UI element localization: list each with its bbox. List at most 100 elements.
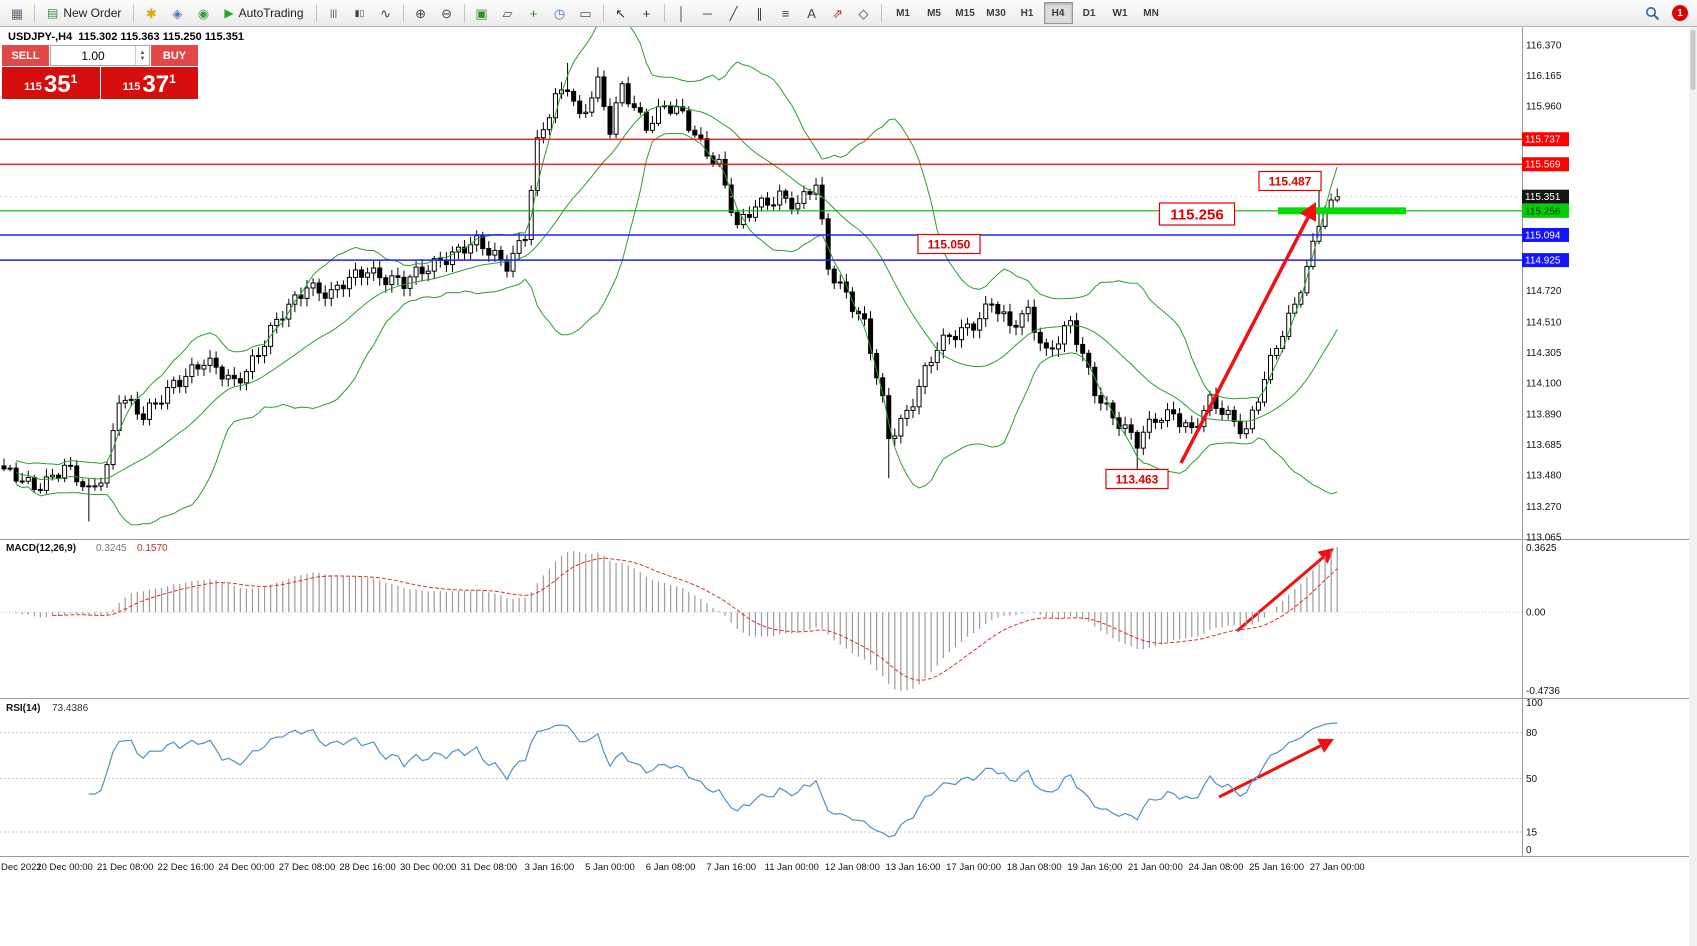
bar-chart-icon[interactable]: |||: [322, 2, 346, 24]
svg-text:17 Jan 00:00: 17 Jan 00:00: [946, 862, 1001, 873]
price-tag: [1522, 132, 1569, 147]
vertical-line-icon[interactable]: │: [670, 2, 694, 24]
timeframe-m30[interactable]: M30: [986, 7, 1006, 19]
svg-text:115.256: 115.256: [1525, 206, 1561, 217]
timeframe-m1[interactable]: M1: [896, 7, 910, 19]
new-chart-icon[interactable]: +: [522, 2, 546, 24]
scrollbar-thumb[interactable]: [1690, 30, 1696, 90]
volume-down-icon[interactable]: ▼: [139, 55, 146, 62]
zoom-out-icon[interactable]: ⊖: [435, 2, 459, 24]
svg-text:19 Jan 16:00: 19 Jan 16:00: [1067, 862, 1122, 873]
arrow-tool-icon[interactable]: ⇗: [826, 2, 850, 24]
line-chart-icon[interactable]: ∿: [374, 2, 398, 24]
timeframe-mn[interactable]: MN: [1143, 7, 1159, 19]
symbol-period-label: USDJPY-,H4: [8, 31, 73, 43]
trend-arrows: [1179, 202, 1334, 799]
rsi-panel: RSI(14) 73.4386 100 80 50 15 0: [0, 698, 1543, 856]
sell-button[interactable]: SELL: [2, 45, 49, 66]
chart-period-icon: ◷: [553, 5, 566, 21]
new-order-button[interactable]: ▤ New Order: [40, 2, 128, 24]
svg-text:113.480: 113.480: [1526, 471, 1562, 482]
text-tool-icon[interactable]: A: [800, 2, 824, 24]
zoom-in-icon[interactable]: ⊕: [409, 2, 433, 24]
price-axis[interactable]: 116.370 116.165 115.960 114.720 114.510 114.3…: [1522, 41, 1569, 544]
timeframe-m5[interactable]: M5: [927, 7, 941, 19]
volume-input[interactable]: 1.00 ▲ ▼: [50, 45, 150, 66]
autotrading-icon: ▶: [224, 6, 234, 20]
macd-panel: MACD(12,26,9) 0.3245 0.1570 0.3625 0.00 -0.47…: [0, 543, 1560, 697]
chart-period-icon[interactable]: ◷: [548, 2, 572, 24]
arrow-tool-icon: ⇗: [832, 5, 843, 21]
support-zone-segment: [1278, 207, 1406, 215]
search-icon[interactable]: [1640, 2, 1664, 24]
timeframe-h1[interactable]: H1: [1020, 7, 1034, 19]
cascade-windows-icon[interactable]: ▱: [496, 2, 520, 24]
sell-price-display[interactable]: 115 35 1: [2, 67, 100, 99]
svg-text:11 Jan 00:00: 11 Jan 00:00: [765, 862, 819, 873]
horizontal-line-icon[interactable]: ─: [696, 2, 720, 24]
autotrading-button[interactable]: ▶ AutoTrading: [217, 2, 310, 24]
fibonacci-icon[interactable]: ≡: [774, 2, 798, 24]
svg-text:6 Jan 08:00: 6 Jan 08:00: [646, 862, 696, 873]
shapes-tool-icon[interactable]: ◇: [852, 2, 876, 24]
svg-text:0: 0: [1526, 845, 1532, 856]
volume-value: 1.00: [81, 48, 105, 63]
vertical-scrollbar[interactable]: [1689, 27, 1697, 946]
crosshair-icon[interactable]: +: [635, 2, 659, 24]
metaeditor-icon[interactable]: ◈: [165, 2, 189, 24]
svg-text:15: 15: [1526, 828, 1538, 839]
charts-window-icon[interactable]: ▦: [5, 2, 29, 24]
scripts-icon[interactable]: ◉: [191, 2, 215, 24]
hand-pointer-icon: ✱: [145, 5, 157, 21]
svg-text:7 Jan 16:00: 7 Jan 16:00: [706, 862, 756, 873]
new-chart-icon: +: [529, 5, 538, 21]
price-tag: [1522, 227, 1569, 242]
hand-pointer-icon[interactable]: ✱: [139, 2, 163, 24]
shapes-tool-icon: ◇: [858, 5, 869, 21]
toolbar-separator: [602, 4, 604, 22]
panel-separators: [0, 27, 1697, 857]
svg-text:13 Jan 16:00: 13 Jan 16:00: [886, 862, 941, 873]
candlestick-chart-icon: ▮▯: [354, 7, 365, 18]
svg-text:21 Jan 00:00: 21 Jan 00:00: [1128, 862, 1183, 873]
svg-text:80: 80: [1526, 728, 1538, 739]
svg-text:18 Jan 08:00: 18 Jan 08:00: [1007, 862, 1062, 873]
svg-text:21 Dec 08:00: 21 Dec 08:00: [97, 862, 154, 873]
toolbar-separator: [402, 4, 404, 22]
svg-text:5 Jan 00:00: 5 Jan 00:00: [585, 862, 635, 873]
fibonacci-icon: ≡: [781, 5, 790, 21]
timeframe-h4[interactable]: H4: [1043, 2, 1073, 24]
cursor-icon[interactable]: ↖: [609, 2, 633, 24]
buy-button[interactable]: BUY: [151, 45, 198, 66]
horizontal-lines: [0, 138, 1522, 261]
tile-windows-icon[interactable]: ▣: [470, 2, 494, 24]
svg-text:113.685: 113.685: [1526, 440, 1562, 451]
volume-up-icon[interactable]: ▲: [139, 49, 146, 56]
timeframe-m15[interactable]: M15: [955, 7, 975, 19]
zoom-in-icon: ⊕: [415, 5, 426, 21]
trendline-icon[interactable]: ╱: [722, 2, 746, 24]
svg-text:115.487: 115.487: [1269, 174, 1312, 188]
timeframe-d1[interactable]: D1: [1082, 7, 1096, 19]
scripts-icon: ◉: [197, 5, 210, 21]
toolbar-left-group: ▦ ▤ New Order ✱ ◈ ◉ ▶ AutoTrading ||| ▮▯ ∿ ⊕ ⊖ ▣ ▱ + ◷ ▭ ↖…: [4, 2, 886, 24]
templates-icon[interactable]: ▭: [574, 2, 598, 24]
svg-text:20 Dec 00:00: 20 Dec 00:00: [36, 862, 93, 873]
svg-text:27 Dec 08:00: 27 Dec 08:00: [279, 862, 336, 873]
timeframe-toolbar: M1 M5 M15 M30 H1 H4 D1 W1 MN: [888, 2, 1167, 24]
toolbar-separator: [663, 4, 665, 22]
volume-spinner[interactable]: ▲ ▼: [135, 46, 149, 65]
buy-price-prefix: 115: [122, 81, 141, 93]
buy-price-display[interactable]: 115 37 1: [100, 67, 198, 99]
timeframe-w1[interactable]: W1: [1112, 7, 1128, 19]
toolbar-separator: [34, 4, 35, 22]
tile-windows-icon: ▣: [475, 5, 488, 21]
main-toolbar: ▦ ▤ New Order ✱ ◈ ◉ ▶ AutoTrading ||| ▮▯ ∿ ⊕ ⊖ ▣ ▱ + ◷ ▭ ↖…: [0, 0, 1697, 27]
channel-icon: ∥: [756, 5, 763, 21]
channel-icon[interactable]: ∥: [748, 2, 772, 24]
bollinger-bands: [15, 16, 1338, 526]
candlestick-chart-icon[interactable]: ▮▯: [348, 2, 372, 24]
notification-badge[interactable]: 1: [1672, 5, 1688, 21]
